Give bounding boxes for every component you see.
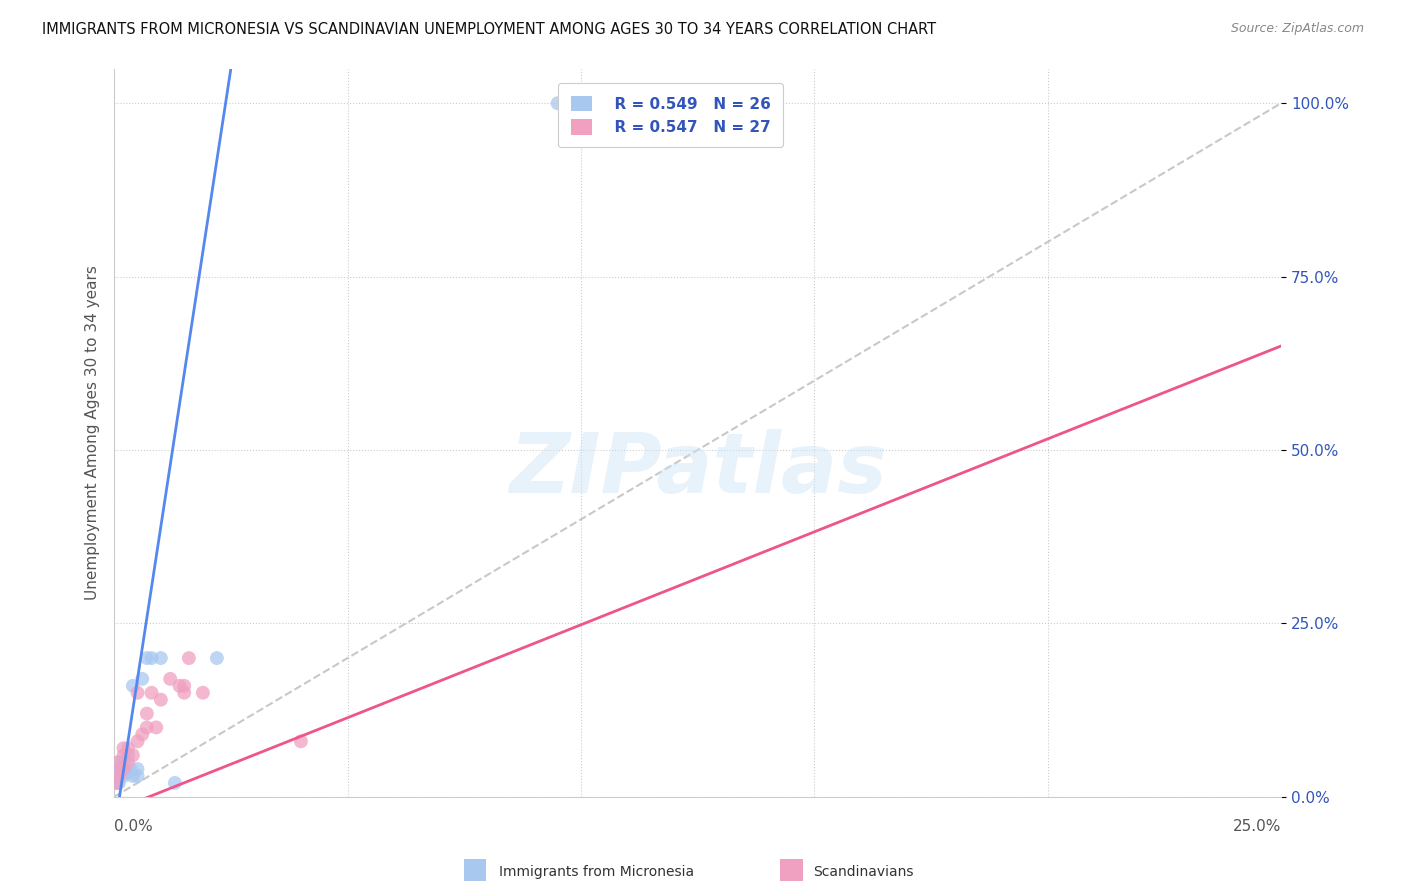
Text: Source: ZipAtlas.com: Source: ZipAtlas.com — [1230, 22, 1364, 36]
Point — [105, 769, 128, 783]
Point — [127, 734, 149, 748]
Point — [290, 734, 312, 748]
Point — [135, 721, 157, 735]
Point — [159, 672, 181, 686]
Point — [110, 762, 132, 776]
Point — [121, 769, 143, 783]
Point — [108, 776, 131, 790]
Point — [108, 762, 131, 776]
Point — [173, 686, 195, 700]
Point — [710, 96, 733, 111]
Text: ZIPatlas: ZIPatlas — [509, 428, 887, 509]
Text: 25.0%: 25.0% — [1233, 819, 1281, 834]
Point — [145, 721, 167, 735]
Legend:   R = 0.549   N = 26,   R = 0.547   N = 27: R = 0.549 N = 26, R = 0.547 N = 27 — [558, 84, 783, 147]
Point — [121, 679, 143, 693]
Point — [121, 748, 143, 763]
Point — [127, 762, 149, 776]
Text: Immigrants from Micronesia: Immigrants from Micronesia — [499, 865, 695, 880]
Point — [117, 741, 139, 756]
Point — [127, 686, 149, 700]
Point — [112, 748, 135, 763]
Point — [149, 692, 172, 706]
Point — [177, 651, 200, 665]
Point — [117, 765, 139, 780]
Point — [112, 741, 135, 756]
Point — [108, 755, 131, 769]
Point — [110, 762, 132, 776]
Point — [131, 727, 153, 741]
Point — [149, 651, 172, 665]
Point — [105, 776, 128, 790]
Point — [205, 651, 228, 665]
Point — [169, 679, 191, 693]
Point — [112, 769, 135, 783]
Point — [107, 762, 129, 776]
Point — [112, 755, 135, 769]
Y-axis label: Unemployment Among Ages 30 to 34 years: Unemployment Among Ages 30 to 34 years — [86, 265, 100, 600]
Point — [127, 769, 149, 783]
Point — [131, 672, 153, 686]
Point — [111, 758, 134, 772]
Text: 0.0%: 0.0% — [114, 819, 153, 834]
Point — [135, 651, 157, 665]
Point — [112, 762, 135, 776]
Point — [547, 96, 569, 111]
Point — [117, 748, 139, 763]
Point — [117, 755, 139, 769]
Point — [135, 706, 157, 721]
Text: Scandinavians: Scandinavians — [813, 865, 912, 880]
Point — [108, 769, 131, 783]
Point — [108, 755, 131, 769]
Point — [107, 769, 129, 783]
Point — [120, 762, 142, 776]
Point — [173, 679, 195, 693]
Point — [163, 776, 186, 790]
Point — [191, 686, 214, 700]
Point — [141, 651, 163, 665]
Point — [108, 769, 131, 783]
Point — [105, 776, 128, 790]
Point — [141, 686, 163, 700]
Text: IMMIGRANTS FROM MICRONESIA VS SCANDINAVIAN UNEMPLOYMENT AMONG AGES 30 TO 34 YEAR: IMMIGRANTS FROM MICRONESIA VS SCANDINAVI… — [42, 22, 936, 37]
Point — [640, 96, 662, 111]
